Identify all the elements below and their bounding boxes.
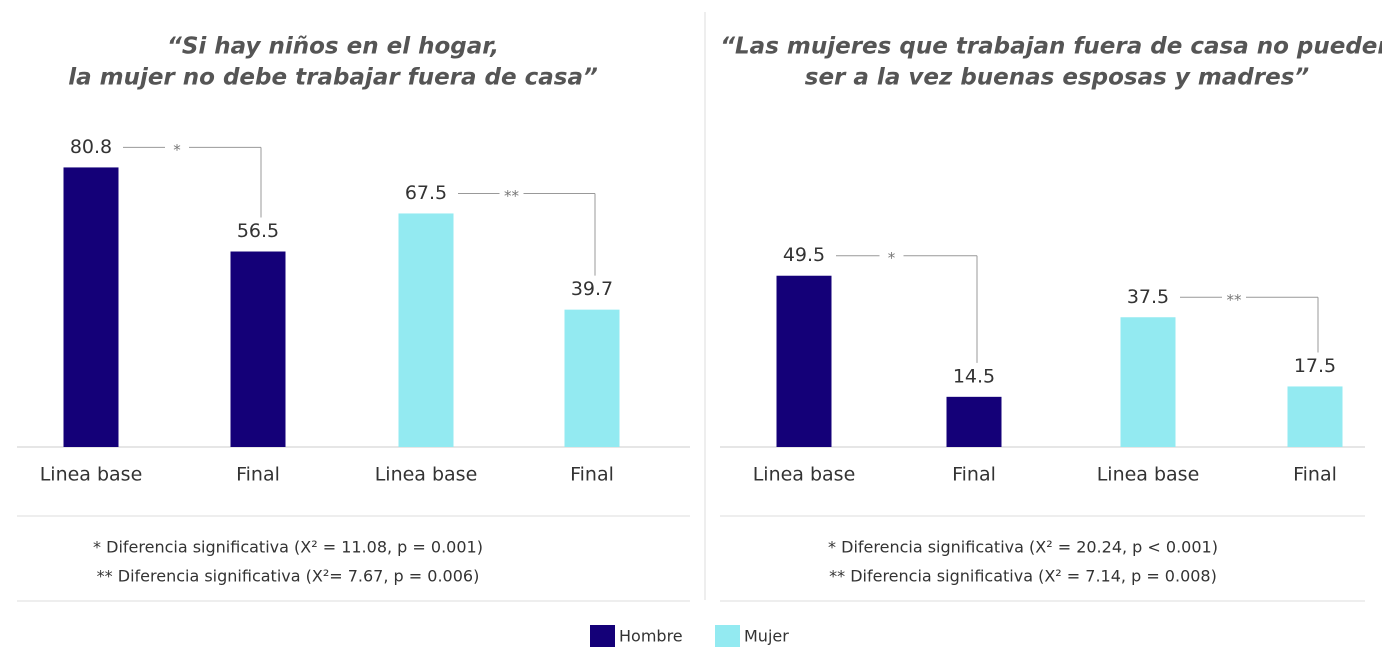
x-tick-label: Linea base xyxy=(375,464,478,486)
chart-title: “Las mujeres que trabajan fuera de casa … xyxy=(720,34,1382,60)
legend-swatch xyxy=(590,625,615,647)
data-label: 67.5 xyxy=(405,182,447,204)
data-label: 49.5 xyxy=(783,244,825,266)
legend-swatch xyxy=(715,625,740,647)
data-label: 39.7 xyxy=(571,278,613,300)
bar xyxy=(398,213,454,447)
bar xyxy=(230,251,286,447)
legend-label: Mujer xyxy=(744,627,789,646)
footnote: * Diferencia significativa (X² = 20.24, … xyxy=(828,538,1218,557)
data-label: 14.5 xyxy=(953,365,995,387)
bar xyxy=(1120,317,1176,447)
data-label: 37.5 xyxy=(1127,286,1169,308)
footnote: ** Diferencia significativa (X² = 7.14, … xyxy=(829,567,1217,586)
footnote: * Diferencia significativa (X² = 11.08, … xyxy=(93,538,483,557)
chart-title: la mujer no debe trabajar fuera de casa” xyxy=(68,65,598,91)
significance-mark: * xyxy=(173,141,181,159)
data-label: 56.5 xyxy=(237,220,279,242)
significance-mark: * xyxy=(888,249,896,267)
legend-label: Hombre xyxy=(619,627,683,646)
chart-title: ser a la vez buenas esposas y madres” xyxy=(805,65,1310,91)
bar xyxy=(946,396,1002,447)
bar xyxy=(776,275,832,447)
bar xyxy=(63,167,119,447)
footnote: ** Diferencia significativa (X²= 7.67, p… xyxy=(97,567,480,586)
x-tick-label: Final xyxy=(1293,464,1337,486)
chart-title: “Si hay niños en el hogar, xyxy=(167,34,499,60)
x-tick-label: Linea base xyxy=(753,464,856,486)
bar xyxy=(1287,386,1343,447)
data-label: 17.5 xyxy=(1294,355,1336,377)
x-tick-label: Linea base xyxy=(1097,464,1200,486)
x-tick-label: Final xyxy=(952,464,996,486)
x-tick-label: Linea base xyxy=(40,464,143,486)
significance-mark: ** xyxy=(1227,291,1243,309)
x-tick-label: Final xyxy=(570,464,614,486)
x-tick-label: Final xyxy=(236,464,280,486)
bar xyxy=(564,309,620,447)
data-label: 80.8 xyxy=(70,136,112,158)
significance-mark: ** xyxy=(504,187,520,205)
